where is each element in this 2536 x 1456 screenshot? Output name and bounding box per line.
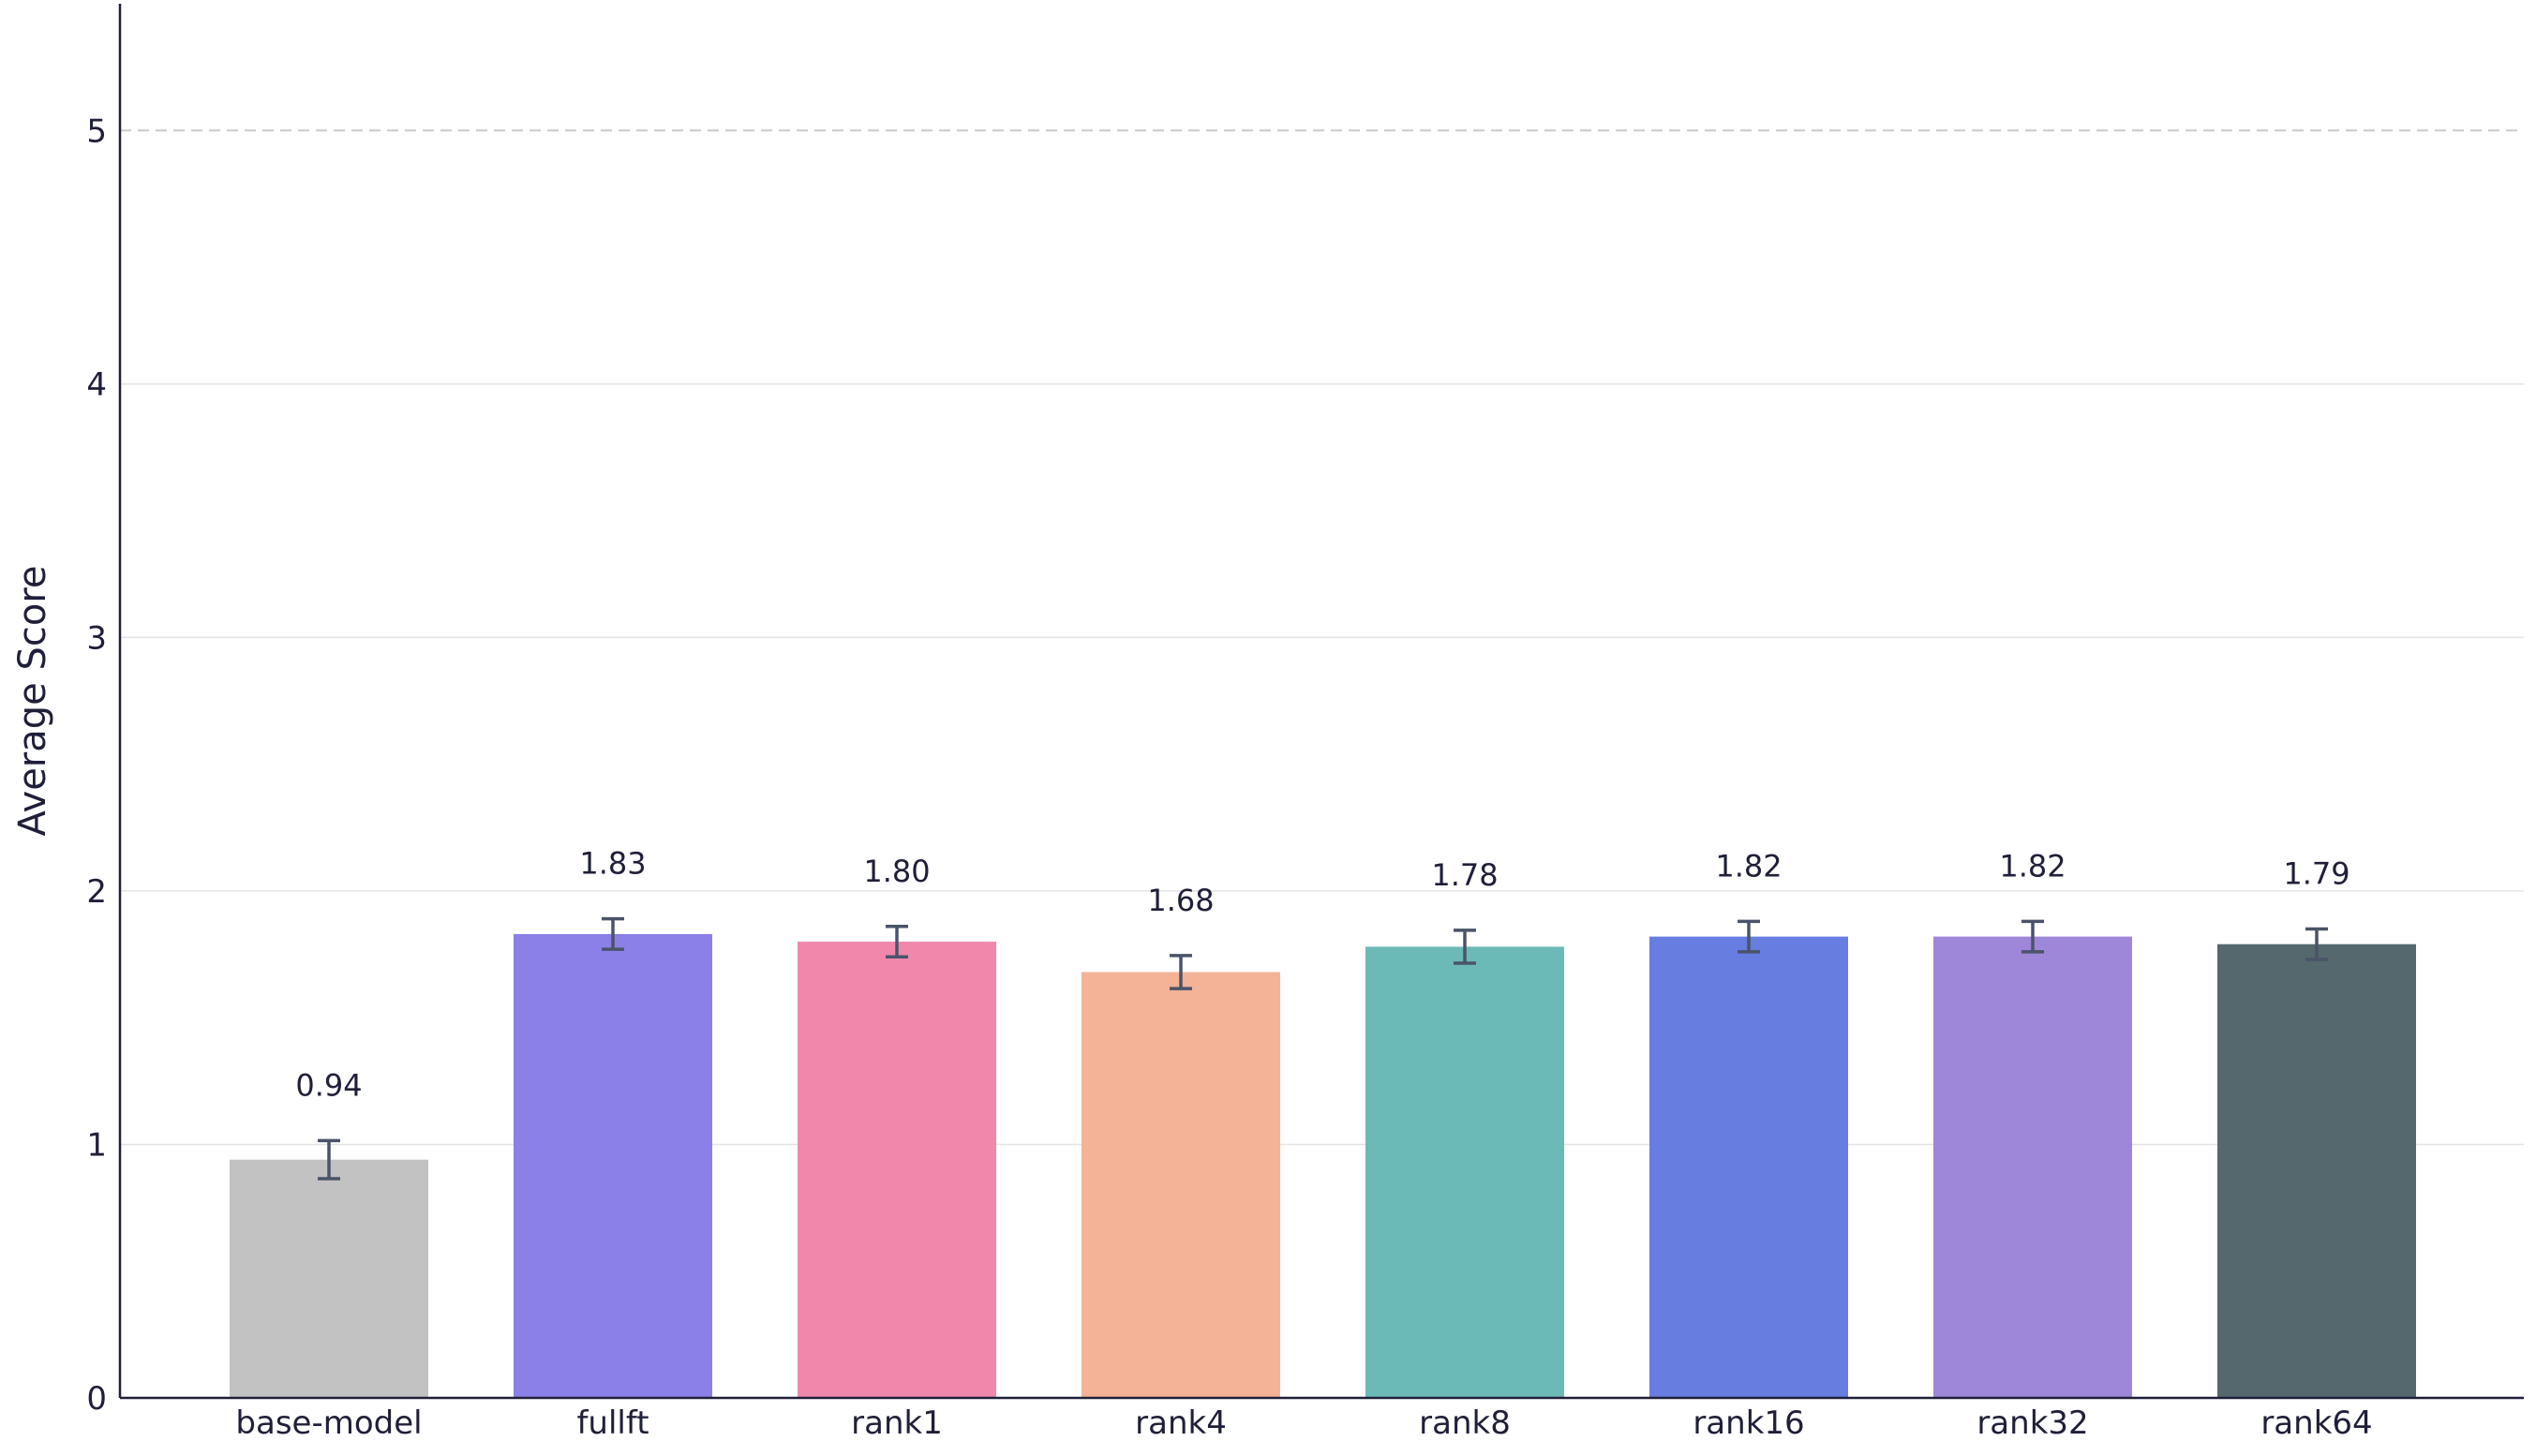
- y-tick-label: 3: [86, 619, 107, 657]
- y-tick-label: 5: [86, 112, 107, 150]
- bar: [230, 1159, 428, 1398]
- x-tick-label: rank16: [1693, 1404, 1804, 1442]
- bar: [1649, 936, 1848, 1398]
- bar: [514, 933, 712, 1398]
- bar: [1933, 936, 2132, 1398]
- bar: [1082, 972, 1280, 1398]
- value-label: 0.94: [295, 1067, 362, 1103]
- value-label: 1.68: [1147, 883, 1214, 918]
- value-label: 1.82: [1999, 848, 2066, 884]
- value-label: 1.78: [1431, 857, 1498, 893]
- value-labels: 0.94 1.83 1.80 1.68 1.78 1.82 1.82 1.79: [295, 846, 2350, 1104]
- value-label: 1.80: [863, 854, 930, 889]
- x-tick-label: base-model: [235, 1404, 422, 1442]
- y-axis-title: Average Score: [11, 565, 54, 836]
- grid-lines: [120, 129, 2524, 1146]
- x-tick-label: rank4: [1135, 1404, 1227, 1442]
- x-tick-label: rank8: [1419, 1404, 1511, 1442]
- y-tick-label: 4: [86, 366, 107, 404]
- x-tick-label: fullft: [576, 1404, 649, 1442]
- axes: 0 1 2 3 4 5 base-model fullft rank1 rank4 rank8 ran…: [86, 4, 2524, 1442]
- bar: [798, 942, 996, 1398]
- value-label: 1.82: [1715, 848, 1782, 884]
- y-tick-label: 1: [86, 1126, 107, 1164]
- x-tick-label: rank32: [1977, 1404, 2088, 1442]
- bars: [230, 933, 2416, 1398]
- x-tick-label: rank64: [2260, 1404, 2372, 1442]
- bar: [1365, 946, 1564, 1398]
- error-bars: [318, 916, 2328, 1181]
- y-tick-label: 0: [86, 1380, 107, 1418]
- value-label: 1.79: [2283, 855, 2350, 891]
- bar: [2217, 943, 2416, 1398]
- value-label: 1.83: [579, 846, 646, 882]
- x-tick-label: rank1: [851, 1404, 943, 1442]
- y-tick-label: 2: [86, 873, 107, 911]
